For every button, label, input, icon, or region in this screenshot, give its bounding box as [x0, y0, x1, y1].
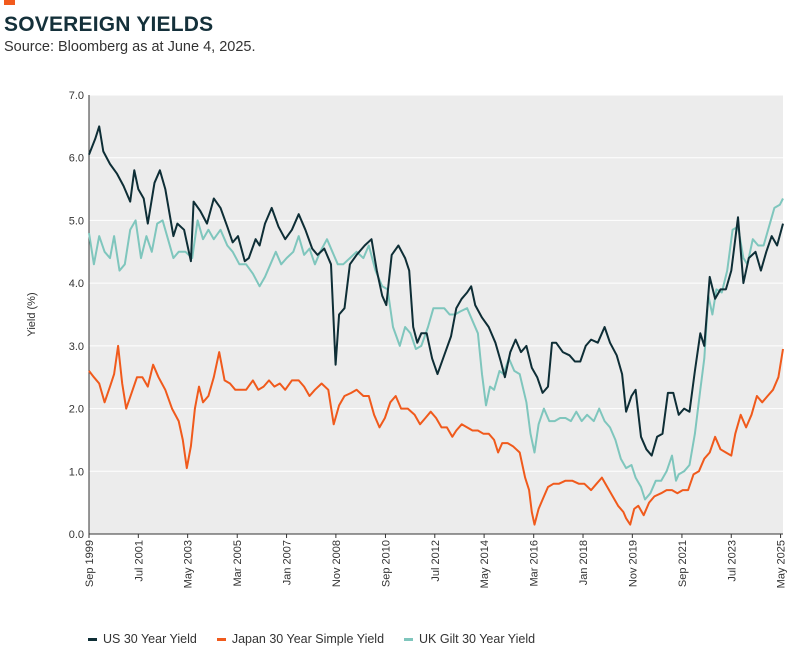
- series-line-uk-gilt-30-year-yield: [88, 198, 784, 501]
- x-tick-label: Jul 2012: [430, 540, 442, 582]
- x-tick-label: Jan 2018: [578, 540, 590, 585]
- chart-title: SOVEREIGN YIELDS: [4, 13, 214, 36]
- y-tick-label: 2.0: [69, 404, 84, 416]
- legend-swatch: [88, 637, 97, 641]
- x-tick-label: May 2014: [479, 540, 491, 588]
- x-tick-label: Nov 2008: [331, 540, 343, 587]
- x-tick-label: May 2003: [183, 540, 195, 588]
- y-tick-label: 0.0: [69, 529, 84, 541]
- chart-legend: US 30 Year Yield Japan 30 Year Simple Yie…: [88, 632, 535, 646]
- x-tick-label: Mar 2016: [529, 540, 541, 586]
- series-line-japan-30-year-simple-yield: [88, 344, 784, 526]
- y-tick-label: 5.0: [69, 215, 84, 227]
- legend-swatch: [216, 637, 226, 641]
- y-tick-label: 3.0: [69, 341, 84, 353]
- x-tick-label: Nov 2019: [627, 540, 639, 587]
- accent-bar: [4, 0, 15, 5]
- legend-swatch: [404, 637, 414, 641]
- legend-item: US 30 Year Yield: [88, 632, 197, 646]
- chart-subtitle: Source: Bloomberg as at June 4, 2025.: [4, 39, 256, 55]
- x-tick-label: Jul 2001: [133, 540, 145, 582]
- x-tick-label: Jan 2007: [282, 540, 294, 585]
- x-tick-label: May 2025: [776, 540, 788, 588]
- series-line-us-30-year-yield: [88, 125, 784, 457]
- legend-label: Japan 30 Year Simple Yield: [231, 632, 385, 646]
- y-axis-label: Yield (%): [26, 292, 38, 336]
- legend-item: Japan 30 Year Simple Yield: [216, 632, 385, 646]
- x-tick-label: Mar 2005: [232, 540, 244, 586]
- y-tick-label: 6.0: [69, 153, 84, 165]
- x-tick-label: Sep 1999: [84, 540, 96, 587]
- y-tick-label: 7.0: [69, 90, 84, 102]
- x-tick-label: Jul 2023: [726, 540, 738, 582]
- x-tick-label: Sep 2021: [677, 540, 689, 587]
- y-tick-label: 1.0: [69, 466, 84, 478]
- legend-label: US 30 Year Yield: [103, 632, 197, 646]
- x-tick-label: Sep 2010: [380, 540, 392, 587]
- legend-label: UK Gilt 30 Year Yield: [419, 632, 536, 646]
- plot-area: [89, 95, 783, 534]
- y-tick-label: 4.0: [69, 278, 84, 290]
- legend-item: UK Gilt 30 Year Yield: [404, 632, 535, 646]
